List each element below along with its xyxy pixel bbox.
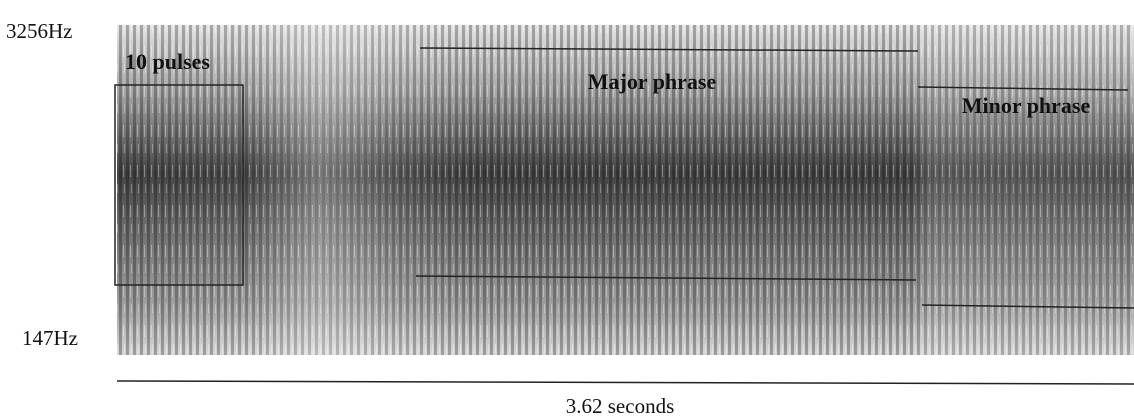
pulses-box: [114, 84, 244, 286]
spectrogram-shading: [117, 25, 1134, 355]
duration-label: 3.62 seconds: [566, 394, 675, 418]
duration-line: [116, 380, 1134, 385]
minor-label: Minor phrase: [962, 93, 1091, 118]
major-label: Major phrase: [588, 69, 717, 94]
freq-max-label: 3256Hz: [6, 19, 73, 43]
minor-top-line: [917, 86, 1129, 91]
major-top-line: [419, 47, 919, 52]
major-bottom-line: [415, 275, 917, 281]
minor-bottom-line: [921, 304, 1134, 309]
spectrogram: [117, 25, 1134, 355]
pulses-label: 10 pulses: [125, 49, 210, 74]
freq-min-label: 147Hz: [22, 326, 78, 350]
